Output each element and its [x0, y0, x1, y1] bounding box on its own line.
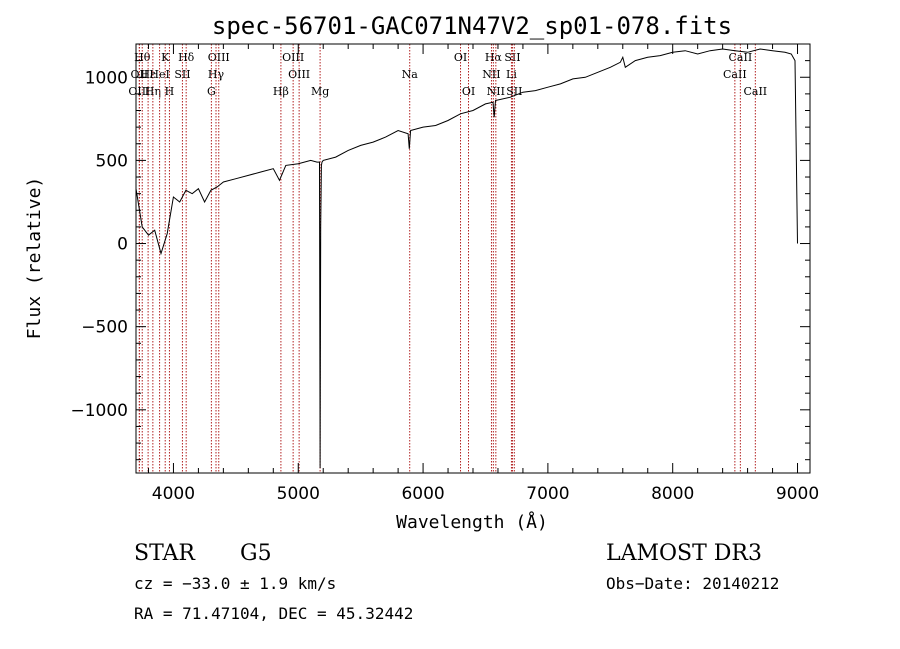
y-axis-label: Flux (relative): [24, 177, 45, 340]
line-marker-label: Mg: [311, 85, 329, 98]
line-marker-label: CaII: [743, 85, 767, 98]
line-marker-label: Hα: [485, 51, 503, 64]
line-marker-label: OIII: [282, 51, 304, 64]
spectrum-series: [135, 48, 798, 469]
line-marker-label: Hδ: [178, 51, 195, 64]
line-marker-label: SII: [174, 68, 190, 81]
y-tick-label: −1000: [70, 401, 128, 421]
object-class: STAR: [134, 541, 196, 566]
line-marker-label: H: [165, 85, 175, 98]
chart-title: spec-56701-GAC071N47V2_sp01-078.fits: [212, 12, 732, 40]
coordinates: RA = 71.47104, DEC = 45.32442: [134, 604, 413, 623]
y-tick-label: −500: [81, 318, 128, 338]
y-tick-label: 500: [96, 151, 128, 171]
line-markers: HθOIIOIIIHεHηKHeIHHδSIIOIIIHγGOIIIOIIIHβ…: [128, 44, 767, 473]
line-marker-label: Hβ: [273, 85, 289, 98]
line-marker-label: OI: [454, 51, 467, 64]
x-axis-label: Wavelength (Å): [396, 511, 548, 533]
x-tick-label: 8000: [651, 484, 694, 504]
plot-frame: [135, 43, 811, 474]
line-marker-label: NII: [482, 68, 500, 81]
line-marker-label: OIII: [288, 68, 310, 81]
y-tick-label: 1000: [85, 68, 128, 88]
subclass: G5: [240, 541, 272, 566]
x-axis: 4000 5000 6000 7000 8000 9000: [147, 44, 819, 504]
line-marker-label: SII: [504, 51, 520, 64]
line-marker-label: Li: [506, 68, 517, 81]
line-marker-label: Hη: [145, 85, 161, 98]
y-axis: −1000 −500 0 500 1000: [70, 60, 810, 461]
x-tick-label: 7000: [526, 484, 569, 504]
x-tick-label: 5000: [277, 484, 320, 504]
x-tick-label: 9000: [776, 484, 819, 504]
line-marker-label: Hγ: [208, 68, 225, 81]
line-marker-label: OIII: [128, 85, 150, 98]
obs-date: Obs−Date: 20140212: [606, 574, 779, 593]
line-marker-label: CaII: [723, 68, 747, 81]
line-marker-label: OI: [462, 85, 475, 98]
line-marker-label: HeI: [149, 68, 169, 81]
survey-name: LAMOST DR3: [606, 541, 762, 566]
line-marker-label: SII: [506, 85, 522, 98]
line-marker-label: K: [161, 51, 170, 64]
line-marker-label: G: [207, 85, 216, 98]
line-marker-label: CaII: [729, 51, 753, 64]
x-tick-label: 4000: [152, 484, 195, 504]
x-tick-label: 6000: [401, 484, 444, 504]
line-marker-label: Na: [402, 68, 419, 81]
y-tick-label: 0: [117, 235, 128, 255]
line-marker-label: NII: [487, 85, 505, 98]
line-marker-label: OIII: [208, 51, 230, 64]
redshift-cz: cz = −33.0 ± 1.9 km/s: [134, 574, 336, 593]
